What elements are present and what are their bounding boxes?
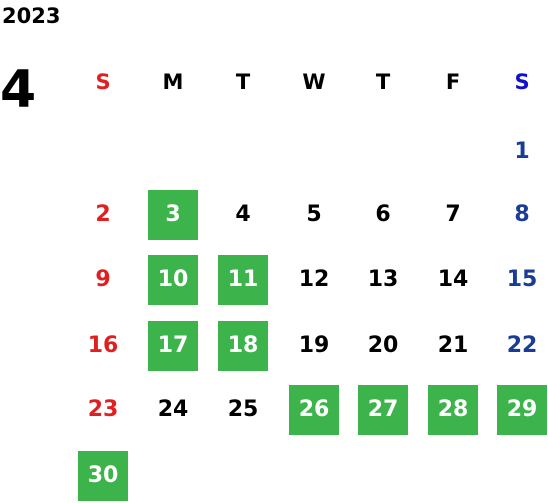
highlighted-day[interactable]: 11 [218, 255, 268, 305]
day[interactable]: 22 [506, 333, 538, 358]
weekday-header: S [95, 70, 111, 94]
day[interactable]: 15 [506, 267, 538, 292]
day[interactable]: 21 [437, 333, 469, 358]
weekday-header: M [162, 70, 184, 94]
day[interactable]: 12 [298, 267, 330, 292]
weekday-header: S [514, 70, 530, 94]
day[interactable]: 25 [227, 397, 259, 422]
highlighted-day[interactable]: 26 [289, 385, 339, 435]
day[interactable]: 4 [235, 202, 251, 227]
highlighted-day[interactable]: 29 [497, 385, 547, 435]
day[interactable]: 5 [306, 202, 322, 227]
weekday-header: T [375, 70, 391, 94]
day[interactable]: 8 [514, 202, 530, 227]
day[interactable]: 9 [95, 267, 111, 292]
day[interactable]: 19 [298, 333, 330, 358]
highlighted-day[interactable]: 27 [358, 385, 408, 435]
highlighted-day[interactable]: 30 [78, 451, 128, 501]
highlighted-day[interactable]: 17 [148, 321, 198, 371]
year: 2023 [2, 4, 61, 28]
day[interactable]: 24 [157, 397, 189, 422]
day[interactable]: 16 [87, 333, 119, 358]
highlighted-day[interactable]: 28 [428, 385, 478, 435]
weekday-header: W [302, 70, 326, 94]
day[interactable]: 6 [375, 202, 391, 227]
day[interactable]: 20 [367, 333, 399, 358]
weekday-header: F [445, 70, 461, 94]
day[interactable]: 1 [514, 139, 530, 164]
highlighted-day[interactable]: 18 [218, 321, 268, 371]
weekday-header: T [235, 70, 251, 94]
day[interactable]: 7 [445, 202, 461, 227]
day[interactable]: 13 [367, 267, 399, 292]
month: 4 [0, 60, 37, 120]
highlighted-day[interactable]: 10 [148, 255, 198, 305]
day[interactable]: 2 [95, 202, 111, 227]
day[interactable]: 14 [437, 267, 469, 292]
day[interactable]: 23 [87, 397, 119, 422]
highlighted-day[interactable]: 3 [148, 190, 198, 240]
